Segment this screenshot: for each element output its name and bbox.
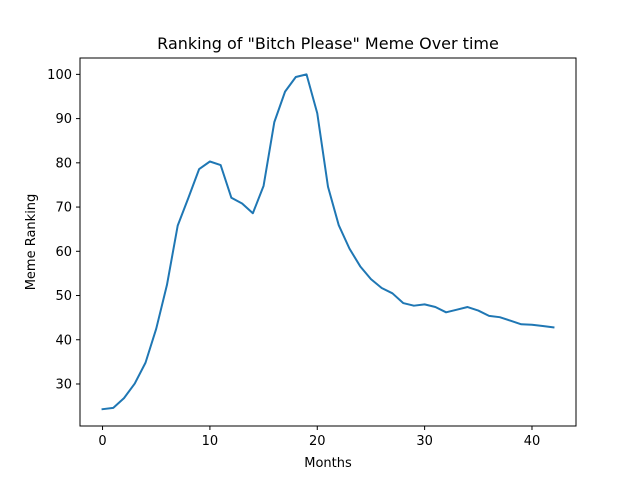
y-tick-label-70: 70 — [55, 201, 72, 216]
plot-area: 0 10 20 30 40 30 40 50 60 70 80 90 100 — [47, 57, 577, 449]
y-axis-label: Meme Ranking — [24, 194, 39, 291]
y-tick-label-60: 60 — [55, 245, 72, 260]
y-tick-label-90: 90 — [55, 112, 72, 127]
x-axis-label: Months — [304, 456, 352, 471]
y-tick-label-40: 40 — [55, 333, 72, 348]
y-tick-label-30: 30 — [55, 377, 72, 392]
y-tick-label-50: 50 — [55, 289, 72, 304]
x-tick-label-40: 40 — [524, 434, 541, 449]
y-tick-label-100: 100 — [47, 68, 72, 83]
x-tick-label-20: 20 — [309, 434, 326, 449]
x-tick-label-10: 10 — [202, 434, 219, 449]
x-tick-label-30: 30 — [416, 434, 433, 449]
series-line-0 — [101, 73, 555, 411]
chart-title: Ranking of "Bitch Please" Meme Over time — [157, 34, 499, 53]
plot-frame — [79, 57, 577, 427]
y-tick-label-80: 80 — [55, 156, 72, 171]
x-tick-label-0: 0 — [98, 434, 106, 449]
